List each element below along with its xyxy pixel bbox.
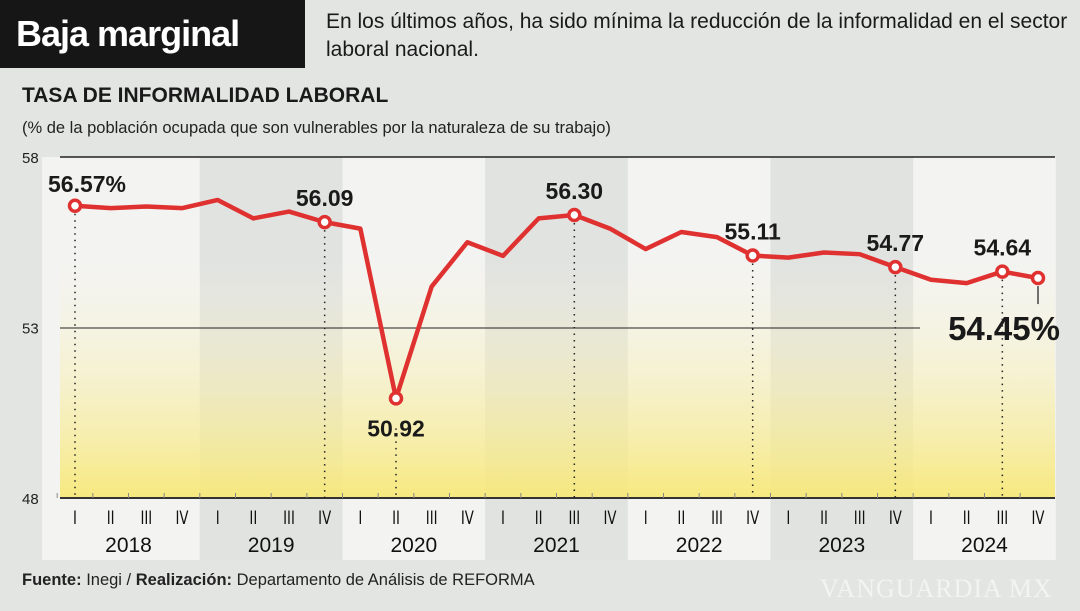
year-label-band — [42, 498, 200, 560]
quarter-label: IV — [175, 507, 189, 529]
data-point-marker — [317, 214, 332, 230]
chart-title: TASA DE INFORMALIDAD LABORAL — [22, 84, 389, 107]
quarter-label: II — [677, 507, 685, 529]
quarter-label: IV — [1031, 507, 1045, 529]
year-label-band — [627, 498, 771, 560]
year-label-band — [770, 498, 914, 560]
data-point-marker — [995, 264, 1010, 279]
year-label-band — [485, 498, 628, 560]
data-point-marker — [567, 207, 582, 223]
series-line — [74, 197, 1039, 401]
year-label: 2023 — [818, 534, 865, 557]
quarter-label: I — [358, 507, 362, 529]
data-label: 50.92 — [367, 415, 425, 441]
quarter-label: IV — [746, 507, 760, 529]
source: Inegi / — [86, 571, 132, 589]
headline: Baja marginal — [0, 0, 305, 68]
source-label: Fuente: — [22, 571, 82, 589]
quarter-label: I — [644, 507, 648, 529]
data-point-marker — [67, 198, 83, 214]
year-label: 2018 — [105, 534, 152, 557]
data-label: 55.11 — [725, 219, 781, 245]
credit-label: Realización: — [135, 571, 233, 589]
quarter-label: III — [996, 507, 1008, 529]
year-label-band — [199, 498, 343, 560]
y-tick-label: 53 — [22, 321, 39, 338]
quarter-label: I — [929, 507, 933, 529]
quarter-label: I — [501, 507, 505, 529]
quarter-label: II — [107, 507, 115, 529]
data-label: 56.09 — [296, 185, 354, 211]
headline-subtitle: En los últimos años, ha sido mínima la r… — [326, 10, 1068, 61]
year-label: 2020 — [390, 534, 437, 557]
footer: Fuente: Inegi / Realización: Departament… — [22, 571, 535, 590]
data-point-marker — [745, 248, 760, 263]
data-point-marker — [1030, 270, 1046, 286]
data-point-marker — [388, 391, 404, 406]
quarter-label: IV — [461, 507, 475, 529]
quarter-label: II — [535, 507, 543, 529]
year-label: 2021 — [533, 534, 580, 557]
data-label: 54.45% — [948, 310, 1060, 347]
quarter-label: III — [283, 507, 295, 529]
data-label: 54.64 — [974, 235, 1032, 261]
data-label: 56.30 — [546, 178, 604, 204]
data-label: 54.77 — [867, 230, 925, 256]
watermark-logo: VANGUARDIA MX — [820, 574, 1053, 603]
quarter-label: II — [392, 507, 400, 529]
data-point-marker — [888, 259, 903, 275]
quarter-label: II — [249, 507, 257, 529]
year-label-band — [342, 498, 486, 560]
credit: Departamento de Análisis de REFORMA — [236, 571, 535, 589]
year-label-band — [913, 498, 1056, 560]
y-tick-label: 48 — [22, 491, 39, 508]
y-tick-label: 58 — [22, 150, 39, 167]
quarter-label: III — [140, 507, 152, 529]
quarter-label: III — [426, 507, 438, 529]
quarter-label: III — [854, 507, 866, 529]
year-label: 2022 — [676, 534, 723, 557]
quarter-label: IV — [318, 507, 332, 529]
quarter-label: I — [216, 507, 220, 529]
quarter-label: IV — [889, 507, 903, 529]
year-label: 2019 — [248, 534, 295, 557]
quarter-label: I — [786, 507, 790, 529]
chart-subtitle: (% de la población ocupada que son vulne… — [22, 119, 611, 137]
quarter-label: II — [963, 507, 971, 529]
quarter-label: II — [820, 507, 828, 529]
quarter-label: I — [73, 507, 77, 529]
quarter-label: III — [711, 507, 723, 529]
data-label: 56.57% — [48, 171, 126, 197]
quarter-label: IV — [603, 507, 617, 529]
year-label: 2024 — [961, 534, 1008, 557]
quarter-label: III — [568, 507, 580, 529]
